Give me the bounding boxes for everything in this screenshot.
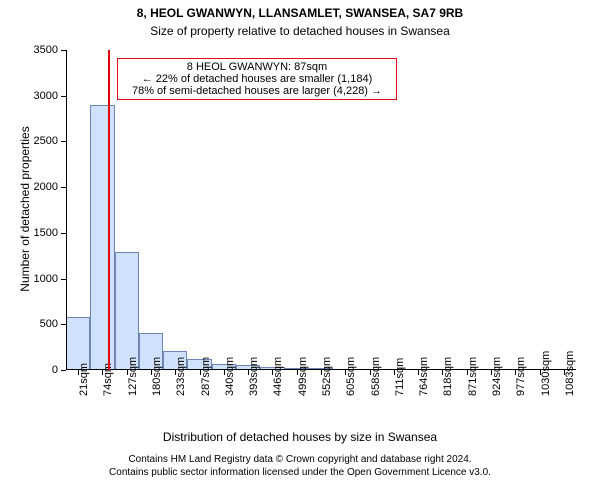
x-tick-label: 287sqm <box>200 386 212 396</box>
x-tick-label: 393sqm <box>248 386 260 396</box>
x-tick-label: 340sqm <box>224 386 236 396</box>
x-tick-label: 552sqm <box>321 386 333 396</box>
x-tick-label: 180sqm <box>151 386 163 396</box>
callout-line-3: 78% of semi-detached houses are larger (… <box>122 85 392 97</box>
chart-title: 8, HEOL GWANWYN, LLANSAMLET, SWANSEA, SA… <box>0 6 600 20</box>
y-tick-label: 3500 <box>34 44 58 56</box>
x-tick-label: 818sqm <box>442 386 454 396</box>
y-tick-label: 3000 <box>34 90 58 102</box>
callout-line-2: ← 22% of detached houses are smaller (1,… <box>122 73 392 85</box>
histogram-bar <box>90 105 114 370</box>
y-tick-label: 2000 <box>34 181 58 193</box>
x-tick-label: 871sqm <box>467 386 479 396</box>
y-tick-label: 1000 <box>34 273 58 285</box>
y-axis-line <box>66 50 67 370</box>
x-tick-label: 127sqm <box>127 386 139 396</box>
footer-line-1: Contains HM Land Registry data © Crown c… <box>0 454 600 467</box>
y-tick-label: 500 <box>40 318 58 330</box>
x-tick-label: 711sqm <box>394 386 406 396</box>
x-tick-label: 499sqm <box>297 386 309 396</box>
x-tick-label: 977sqm <box>515 386 527 396</box>
property-marker-line <box>108 50 110 370</box>
callout-line-1: 8 HEOL GWANWYN: 87sqm <box>122 61 392 73</box>
y-tick-label: 1500 <box>34 227 58 239</box>
x-tick-label: 21sqm <box>78 386 90 396</box>
x-tick-label: 924sqm <box>491 386 503 396</box>
histogram-bar <box>115 252 139 370</box>
x-axis-title: Distribution of detached houses by size … <box>0 430 600 444</box>
footer-line-2: Contains public sector information licen… <box>0 467 600 480</box>
y-axis-title: Number of detached properties <box>18 109 32 309</box>
x-tick-label: 1083sqm <box>564 386 576 396</box>
callout-box: 8 HEOL GWANWYN: 87sqm ← 22% of detached … <box>117 58 397 100</box>
x-tick-label: 446sqm <box>272 386 284 396</box>
x-tick-label: 233sqm <box>175 386 187 396</box>
y-tick-mark <box>61 370 66 371</box>
x-tick-label: 1030sqm <box>540 386 552 396</box>
x-axis-line <box>66 369 576 370</box>
y-tick-label: 2500 <box>34 135 58 147</box>
chart-subtitle: Size of property relative to detached ho… <box>0 24 600 38</box>
y-tick-label: 0 <box>52 364 58 376</box>
x-tick-label: 74sqm <box>102 386 114 396</box>
footer-attribution: Contains HM Land Registry data © Crown c… <box>0 454 600 479</box>
x-tick-label: 605sqm <box>345 386 357 396</box>
x-tick-label: 658sqm <box>370 386 382 396</box>
x-tick-label: 764sqm <box>418 386 430 396</box>
chart-container: 8, HEOL GWANWYN, LLANSAMLET, SWANSEA, SA… <box>0 0 600 500</box>
